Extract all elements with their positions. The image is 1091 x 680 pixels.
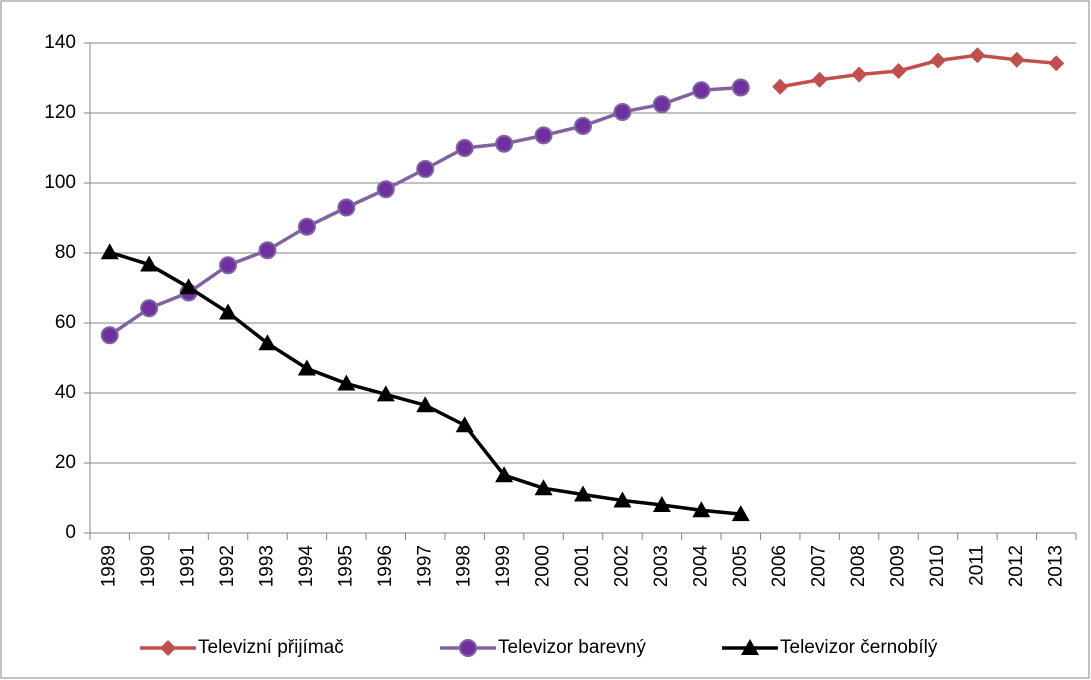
marker: [574, 116, 592, 135]
marker: [692, 81, 711, 100]
y-tick-label: 140: [44, 32, 76, 53]
x-tick-label: 2009: [888, 545, 909, 587]
marker: [495, 466, 514, 483]
x-tick-label: 1991: [178, 545, 199, 587]
marker: [613, 491, 632, 508]
y-tick-label: 80: [55, 242, 76, 263]
y-tick-label: 100: [44, 172, 76, 193]
x-tick-label: 1997: [414, 545, 435, 587]
legend-label: Televizor černobílý: [780, 637, 938, 658]
x-tick-label: 1994: [296, 545, 317, 588]
marker: [1008, 51, 1025, 68]
x-tick-label: 2006: [769, 545, 790, 587]
marker: [731, 78, 750, 97]
x-tick-label: 2001: [572, 545, 593, 587]
marker: [534, 479, 553, 496]
marker: [455, 139, 474, 157]
x-tick-label: 2002: [611, 545, 632, 587]
legend-label: Televizor barevný: [498, 637, 646, 658]
marker: [459, 639, 477, 657]
x-tick-label: 2013: [1045, 545, 1066, 587]
x-tick-label: 1995: [335, 545, 356, 587]
x-tick-label: 2003: [651, 545, 672, 587]
x-tick-label: 1990: [138, 545, 159, 587]
x-tick-label: 1992: [217, 545, 238, 587]
marker: [297, 217, 316, 236]
x-tick-label: 2004: [690, 545, 711, 588]
x-tick-label: 2008: [848, 545, 869, 587]
marker: [219, 256, 238, 275]
x-tick-label: 1989: [99, 545, 120, 587]
marker: [337, 198, 356, 217]
marker: [179, 278, 198, 295]
x-tick-label: 1996: [375, 545, 396, 587]
marker: [772, 78, 789, 95]
marker: [811, 71, 828, 88]
y-tick-label: 60: [55, 312, 76, 333]
x-tick-label: 1993: [256, 545, 277, 587]
y-tick-label: 0: [65, 522, 76, 543]
marker: [376, 385, 395, 402]
marker: [100, 243, 119, 260]
y-tick-label: 120: [44, 102, 76, 123]
y-tick-label: 20: [55, 452, 76, 473]
marker: [258, 241, 277, 260]
x-tick-label: 2005: [730, 545, 751, 587]
marker: [731, 505, 750, 522]
marker: [376, 180, 395, 199]
y-tick-label: 40: [55, 382, 76, 403]
marker: [613, 102, 632, 121]
marker: [219, 303, 238, 320]
marker: [100, 326, 119, 345]
marker: [1048, 55, 1065, 72]
marker: [929, 52, 946, 69]
marker: [652, 496, 671, 512]
marker: [495, 134, 514, 153]
x-tick-label: 1998: [454, 545, 475, 587]
marker: [455, 416, 474, 433]
marker: [741, 639, 759, 655]
marker: [692, 501, 711, 518]
legend-label: Televizní přijímač: [198, 637, 344, 658]
marker: [337, 374, 356, 391]
marker: [969, 47, 986, 64]
marker: [416, 160, 435, 178]
marker: [160, 640, 176, 656]
marker: [140, 255, 159, 272]
x-tick-label: 1999: [493, 545, 514, 587]
marker: [851, 66, 868, 83]
marker: [140, 299, 159, 318]
marker: [297, 359, 316, 376]
marker: [258, 334, 277, 351]
marker: [890, 63, 907, 79]
marker: [574, 485, 592, 502]
x-tick-label: 2012: [1006, 545, 1027, 587]
x-tick-label: 2000: [533, 545, 554, 587]
marker: [652, 95, 671, 114]
marker: [534, 126, 553, 145]
marker: [416, 396, 435, 413]
x-tick-label: 2007: [809, 545, 830, 587]
x-tick-label: 2011: [966, 545, 987, 586]
x-tick-label: 2010: [927, 545, 948, 587]
